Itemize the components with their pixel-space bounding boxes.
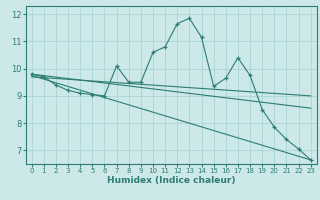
X-axis label: Humidex (Indice chaleur): Humidex (Indice chaleur) (107, 176, 236, 185)
